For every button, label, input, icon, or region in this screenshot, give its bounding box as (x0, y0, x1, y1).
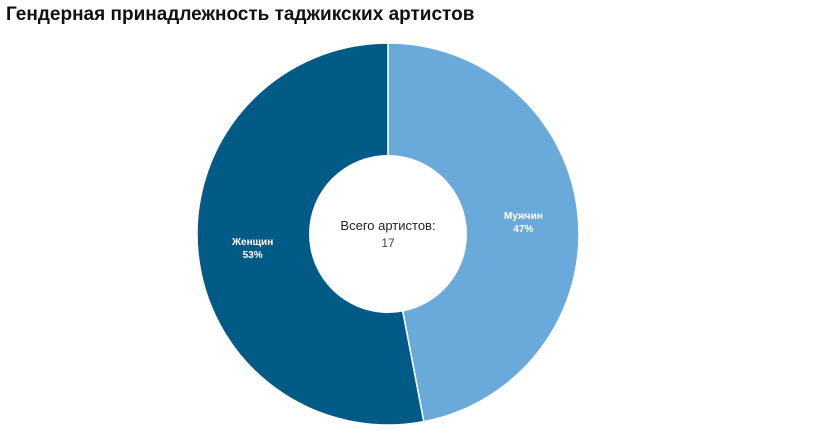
slice-labels: Мужчин 47% Женщин 53% (231, 211, 543, 261)
slice-percent-1: 53% (243, 250, 263, 261)
slice-percent-0: 47% (513, 224, 533, 235)
donut-hole (309, 155, 467, 313)
center-total-label: Всего артистов: (340, 218, 435, 233)
chart-title: Гендерная принадлежность таджикских арти… (6, 4, 475, 25)
slice-label-0: Мужчин (504, 211, 543, 222)
slice-0 (387, 42, 580, 423)
slice-label-1: Женщин (231, 237, 273, 248)
center-total-value: 17 (381, 236, 395, 250)
